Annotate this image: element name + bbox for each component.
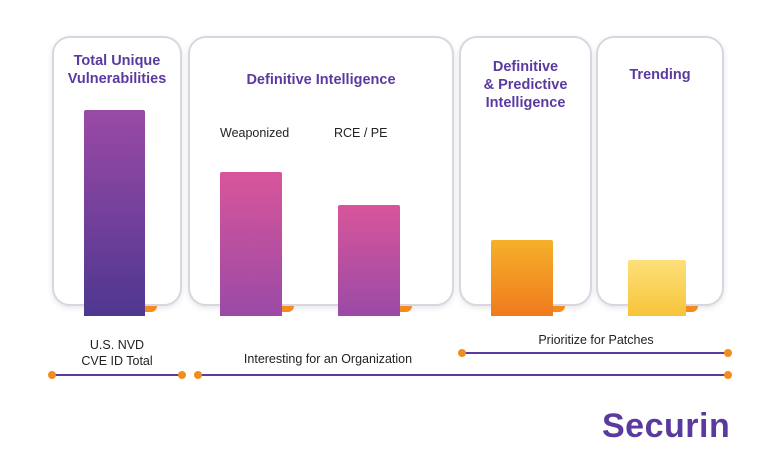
prioritize-range-line	[462, 352, 728, 354]
bar-tab-rce	[400, 306, 412, 312]
predictive-title-line3: Intelligence	[485, 95, 566, 111]
definitive-title: Definitive Intelligence	[246, 72, 396, 88]
predictive-title: Definitive & Predictive Intelligence	[459, 58, 592, 112]
predictive-title-line2: & Predictive	[483, 77, 568, 93]
interesting-range-start-dot	[194, 371, 202, 379]
total-title-line2: Vulnerabilities	[67, 71, 167, 87]
bar-tab-total	[145, 306, 157, 312]
nvd-range-end-dot	[178, 371, 186, 379]
nvd-range-line	[52, 374, 182, 376]
interesting-range-end-dot	[724, 371, 732, 379]
bar-total-unique	[84, 110, 145, 316]
prioritize-range-end-dot	[724, 349, 732, 357]
interesting-label: Interesting for an Organization	[243, 352, 413, 366]
interesting-range-line	[198, 374, 728, 376]
bar-trending	[628, 260, 686, 316]
bar-rce-pe	[338, 205, 400, 316]
total-title-line1: Total Unique	[73, 53, 161, 69]
trending-title: Trending	[629, 67, 691, 83]
bar-tab-predictive	[553, 306, 565, 312]
bar-weaponized	[220, 172, 282, 316]
nvd-line2: CVE ID Total	[81, 354, 153, 368]
securin-logo: Securin	[602, 407, 731, 445]
rce-pe-label: RCE / PE	[334, 126, 388, 140]
nvd-label: U.S. NVD CVE ID Total	[52, 337, 182, 369]
bar-tab-weaponized	[282, 306, 294, 312]
nvd-line1: U.S. NVD	[89, 338, 145, 352]
bar-predictive	[491, 240, 553, 316]
predictive-title-line1: Definitive	[492, 59, 559, 75]
prioritize-range-start-dot	[458, 349, 466, 357]
total-title: Total Unique Vulnerabilities	[52, 52, 182, 88]
weaponized-label: Weaponized	[220, 126, 290, 140]
bar-tab-trending	[686, 306, 698, 312]
nvd-range-start-dot	[48, 371, 56, 379]
prioritize-label: Prioritize for Patches	[538, 333, 654, 347]
